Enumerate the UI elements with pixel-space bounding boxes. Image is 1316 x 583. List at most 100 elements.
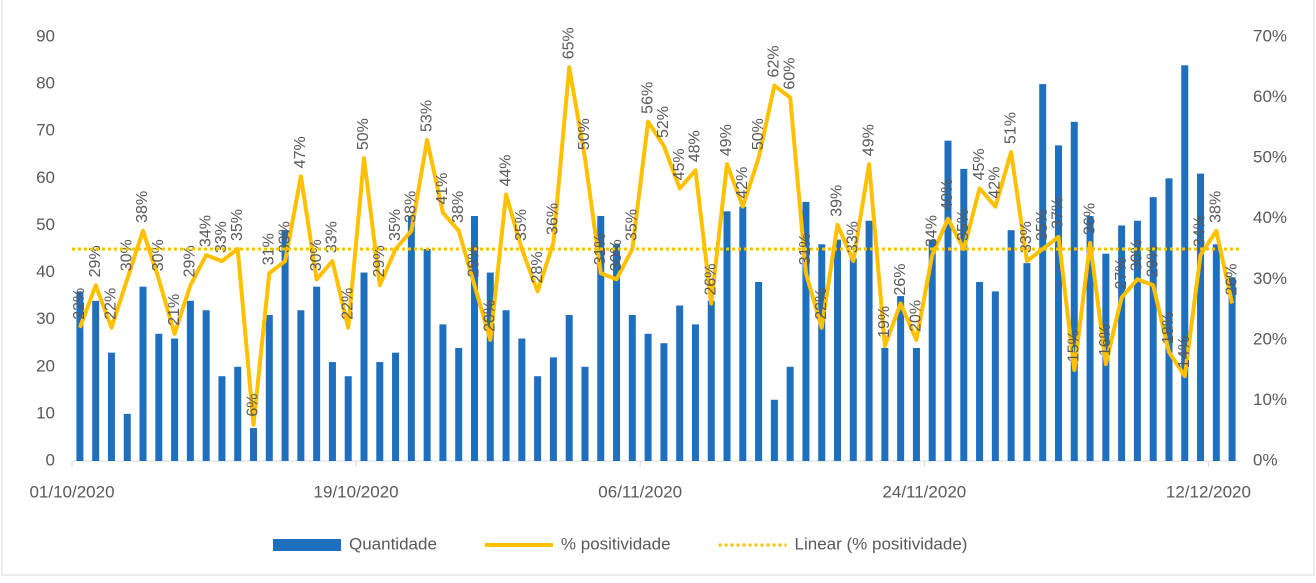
data-label: 39% [829, 185, 846, 217]
bar [234, 366, 242, 461]
data-label: 38% [134, 191, 151, 223]
data-label: 48% [687, 130, 704, 162]
bar [897, 296, 905, 461]
data-label: 22% [339, 288, 356, 320]
bar [881, 347, 889, 461]
bar [1212, 244, 1220, 461]
data-label: 34% [197, 215, 214, 247]
bar [802, 201, 810, 461]
data-label: 22% [813, 288, 830, 320]
data-label: 35% [1034, 209, 1051, 241]
y-tick-label: 20 [36, 356, 55, 375]
y-tick-label: 60 [36, 168, 55, 187]
data-label: 50% [355, 118, 372, 150]
bar [865, 220, 873, 461]
data-label: 45% [971, 148, 988, 180]
legend-swatch [273, 539, 341, 551]
bar [581, 366, 589, 461]
bar [392, 352, 400, 461]
bar [960, 168, 968, 461]
data-label: 41% [434, 173, 451, 205]
data-label: 30% [608, 239, 625, 271]
data-label: 29% [1144, 245, 1161, 277]
bar [1181, 65, 1189, 462]
data-label: 53% [418, 100, 435, 132]
data-label: 30% [118, 239, 135, 271]
bar [218, 376, 226, 461]
data-label: 28% [529, 251, 546, 283]
bar [1228, 277, 1236, 461]
y2-tick-label: 30% [1253, 269, 1287, 288]
data-label: 22% [71, 288, 88, 320]
data-label: 26% [1223, 263, 1240, 295]
bar [707, 300, 715, 461]
data-label: 49% [718, 124, 735, 156]
data-label: 47% [292, 136, 309, 168]
x-tick-label: 12/12/2020 [1166, 482, 1251, 501]
data-label: 34% [923, 215, 940, 247]
bar [691, 324, 699, 461]
bar [107, 352, 115, 461]
line [78, 65, 1235, 427]
data-label: 33% [845, 221, 862, 253]
data-label: 36% [545, 203, 562, 235]
bar [123, 413, 131, 461]
data-label: 20% [908, 300, 925, 332]
data-label: 29% [87, 245, 104, 277]
data-label: 38% [450, 191, 467, 223]
bar [313, 286, 321, 461]
legend-label: Quantidade [349, 534, 437, 553]
data-label: 38% [1208, 191, 1225, 223]
bar [202, 310, 210, 461]
data-label: 33% [1018, 221, 1035, 253]
bar [1197, 173, 1205, 461]
y2-tick-label: 10% [1253, 390, 1287, 409]
data-label: 62% [766, 45, 783, 77]
bar [186, 300, 194, 461]
bar [171, 338, 179, 461]
bar [297, 310, 305, 461]
data-label: 35% [513, 209, 530, 241]
bar [1086, 216, 1094, 461]
data-label: 52% [655, 106, 672, 138]
bar [1007, 230, 1015, 461]
y2-tick-label: 50% [1253, 148, 1287, 167]
data-label: 33% [324, 221, 341, 253]
bar [739, 206, 747, 461]
x-tick-label: 24/11/2020 [882, 482, 966, 501]
data-label: 19% [876, 306, 893, 338]
data-label: 18% [1160, 312, 1177, 344]
bar [518, 338, 526, 461]
bar [76, 291, 84, 461]
y-tick-label: 30 [36, 309, 55, 328]
data-label: 60% [781, 58, 798, 90]
y-tick-label: 10 [36, 403, 55, 422]
bar [1165, 178, 1173, 462]
bar [755, 281, 763, 461]
data-label: 35% [624, 209, 641, 241]
bar [597, 216, 605, 461]
data-label: 51% [1002, 112, 1019, 144]
y-tick-label: 40 [36, 262, 55, 281]
bar [1070, 121, 1078, 462]
bar [676, 305, 684, 461]
bar [1149, 197, 1157, 461]
legend-label: Linear (% positividade) [795, 534, 968, 553]
data-label: 29% [466, 245, 483, 277]
y2-tick-label: 60% [1253, 87, 1287, 106]
data-label: 20% [481, 300, 498, 332]
y2-tick-label: 20% [1253, 329, 1287, 348]
bar [644, 333, 652, 461]
data-label: 38% [403, 191, 420, 223]
data-label: 40% [939, 179, 956, 211]
bar [281, 230, 289, 461]
data-label: 33% [276, 221, 293, 253]
bar [250, 428, 258, 461]
legend-label: % positividade [561, 534, 671, 553]
bar [628, 314, 636, 461]
data-label: 21% [166, 294, 183, 326]
data-label: 16% [1097, 324, 1114, 356]
y2-tick-label: 40% [1253, 208, 1287, 227]
